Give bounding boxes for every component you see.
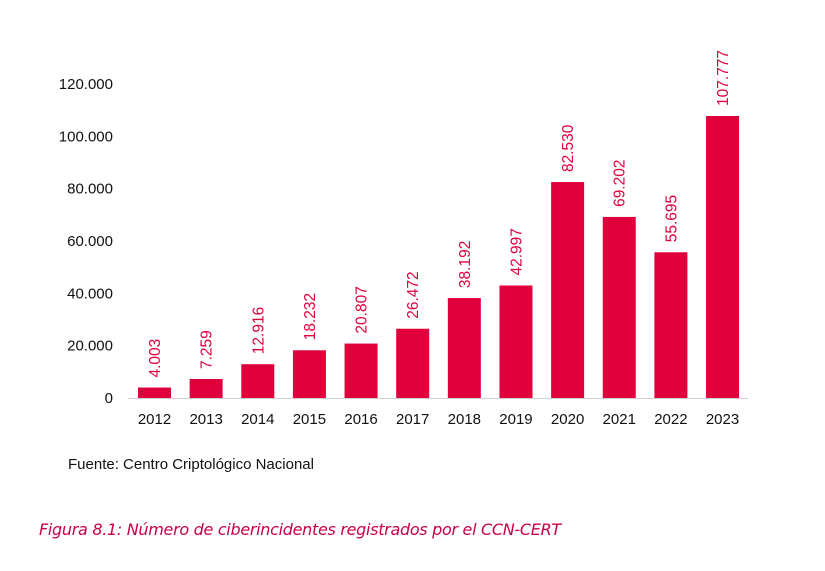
figure-caption: Figura 8.1: Número de ciberincidentes re… — [39, 520, 561, 539]
data-label-2021: 69.202 — [612, 159, 629, 206]
bar-2015 — [292, 350, 326, 398]
bar-2016 — [344, 343, 378, 398]
bar-2012 — [138, 387, 171, 398]
x-tick-label: 2016 — [344, 411, 377, 428]
y-tick-label: 60.000 — [67, 233, 113, 250]
x-tick-label: 2015 — [293, 411, 326, 428]
data-label-2017: 26.472 — [405, 271, 422, 318]
x-tick-label: 2019 — [499, 411, 532, 428]
y-tick-label: 20.000 — [67, 338, 113, 355]
bar-2014 — [241, 364, 275, 398]
bar-chart: 0 20.000 40.000 60.000 80.000 100.000 120.000 2… — [59, 50, 748, 428]
x-tick-label: 2023 — [706, 411, 739, 428]
bar-2021 — [602, 216, 636, 398]
data-label-2013: 7.259 — [199, 330, 216, 369]
bar-2023 — [706, 115, 740, 398]
x-tick-label: 2022 — [654, 411, 687, 428]
y-tick-label: 0 — [105, 390, 113, 407]
data-label-2018: 38.192 — [457, 241, 474, 288]
data-label-2015: 18.232 — [302, 293, 319, 340]
data-label-2023: 107.777 — [715, 50, 732, 106]
y-tick-label: 40.000 — [67, 285, 113, 302]
x-tick-label: 2020 — [551, 411, 584, 428]
data-label-2016: 20.807 — [354, 286, 371, 333]
bar-2019 — [499, 285, 533, 398]
y-tick-label: 80.000 — [67, 181, 113, 198]
data-label-2020: 82.530 — [560, 124, 577, 172]
data-label-2022: 55.695 — [663, 195, 680, 242]
data-label-2012: 4.003 — [147, 339, 164, 378]
x-tick-label: 2021 — [603, 411, 636, 428]
bar-2020 — [551, 182, 585, 398]
y-tick-label: 120.000 — [59, 76, 113, 93]
chart-source: Fuente: Centro Criptológico Nacional — [68, 456, 314, 473]
x-tick-label: 2012 — [138, 411, 171, 428]
x-tick-label: 2018 — [448, 411, 481, 428]
bar-2013 — [189, 379, 223, 398]
x-tick-label: 2013 — [189, 411, 222, 428]
data-label-2014: 12.916 — [250, 307, 267, 354]
data-label-2019: 42.997 — [508, 228, 525, 275]
bar-2017 — [396, 328, 430, 398]
y-tick-label: 100.000 — [59, 128, 113, 145]
bar-2018 — [447, 298, 481, 398]
x-tick-label: 2017 — [396, 411, 429, 428]
x-tick-label: 2014 — [241, 411, 274, 428]
bar-2022 — [654, 252, 688, 398]
